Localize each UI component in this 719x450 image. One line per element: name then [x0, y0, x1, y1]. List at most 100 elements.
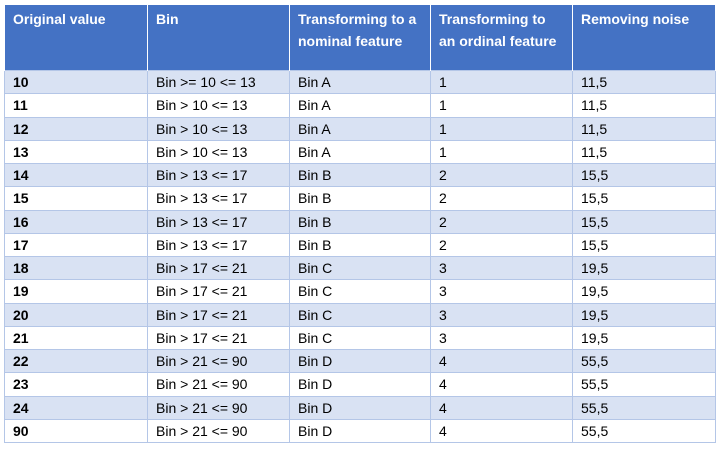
cell-original-value: 14: [4, 162, 148, 188]
binning-table: Original value Bin Transforming to a nom…: [4, 4, 716, 444]
cell-bin: Bin > 17 <= 21: [147, 255, 290, 281]
table-row: 10 Bin >= 10 <= 13 Bin A 1 11,5: [4, 69, 716, 95]
cell-noise: 11,5: [572, 69, 716, 95]
cell-nominal: Bin C: [289, 325, 431, 351]
cell-original-value: 20: [4, 302, 148, 327]
cell-original-value: 19: [4, 279, 148, 304]
table-row: 16 Bin > 13 <= 17 Bin B 2 15,5: [4, 209, 716, 234]
cell-noise: 55,5: [572, 395, 716, 420]
cell-ordinal: 3: [430, 279, 573, 304]
cell-noise: 55,5: [572, 372, 716, 397]
cell-bin: Bin > 21 <= 90: [147, 372, 290, 397]
cell-bin: Bin > 10 <= 13: [147, 93, 290, 118]
cell-noise: 11,5: [572, 116, 716, 141]
cell-bin: Bin > 17 <= 21: [147, 325, 290, 351]
cell-nominal: Bin B: [289, 186, 431, 211]
cell-nominal: Bin B: [289, 232, 431, 258]
cell-nominal: Bin D: [289, 348, 431, 374]
cell-original-value: 11: [4, 93, 148, 118]
cell-ordinal: 4: [430, 372, 573, 397]
cell-noise: 19,5: [572, 255, 716, 281]
cell-nominal: Bin C: [289, 302, 431, 327]
table-row: 18 Bin > 17 <= 21 Bin C 3 19,5: [4, 255, 716, 281]
cell-ordinal: 1: [430, 116, 573, 141]
cell-original-value: 16: [4, 209, 148, 234]
cell-bin: Bin > 21 <= 90: [147, 418, 290, 444]
cell-noise: 15,5: [572, 186, 716, 211]
cell-bin: Bin > 13 <= 17: [147, 162, 290, 188]
cell-nominal: Bin D: [289, 372, 431, 397]
cell-ordinal: 2: [430, 209, 573, 234]
cell-nominal: Bin A: [289, 139, 431, 165]
cell-ordinal: 3: [430, 302, 573, 327]
cell-nominal: Bin D: [289, 418, 431, 444]
cell-ordinal: 1: [430, 139, 573, 165]
table-row: 19 Bin > 17 <= 21 Bin C 3 19,5: [4, 279, 716, 304]
table-body: 10 Bin >= 10 <= 13 Bin A 1 11,5 11 Bin > 10 <=…: [4, 69, 716, 444]
cell-noise: 19,5: [572, 302, 716, 327]
table-row: 14 Bin > 13 <= 17 Bin B 2 15,5: [4, 162, 716, 188]
table-row: 11 Bin > 10 <= 13 Bin A 1 11,5: [4, 93, 716, 118]
cell-nominal: Bin A: [289, 69, 431, 95]
cell-noise: 19,5: [572, 279, 716, 304]
cell-ordinal: 1: [430, 93, 573, 118]
table-row: 22 Bin > 21 <= 90 Bin D 4 55,5: [4, 348, 716, 374]
header-original-value: Original value: [4, 4, 148, 71]
cell-nominal: Bin C: [289, 255, 431, 281]
cell-bin: Bin > 10 <= 13: [147, 116, 290, 141]
table-row: 15 Bin > 13 <= 17 Bin B 2 15,5: [4, 186, 716, 211]
header-nominal-feature: Transforming to a nominal feature: [289, 4, 431, 71]
table-row: 13 Bin > 10 <= 13 Bin A 1 11,5: [4, 139, 716, 165]
cell-noise: 55,5: [572, 418, 716, 444]
cell-bin: Bin > 13 <= 17: [147, 209, 290, 234]
cell-original-value: 17: [4, 232, 148, 258]
cell-original-value: 24: [4, 395, 148, 420]
table-row: 12 Bin > 10 <= 13 Bin A 1 11,5: [4, 116, 716, 141]
cell-original-value: 18: [4, 255, 148, 281]
cell-bin: Bin > 21 <= 90: [147, 348, 290, 374]
cell-noise: 55,5: [572, 348, 716, 374]
table-row: 17 Bin > 13 <= 17 Bin B 2 15,5: [4, 232, 716, 258]
cell-ordinal: 3: [430, 325, 573, 351]
cell-noise: 11,5: [572, 93, 716, 118]
cell-original-value: 21: [4, 325, 148, 351]
cell-ordinal: 2: [430, 232, 573, 258]
cell-bin: Bin > 17 <= 21: [147, 279, 290, 304]
cell-noise: 15,5: [572, 232, 716, 258]
cell-bin: Bin > 21 <= 90: [147, 395, 290, 420]
header-ordinal-feature: Transforming to an ordinal feature: [430, 4, 573, 71]
cell-ordinal: 1: [430, 69, 573, 95]
cell-ordinal: 2: [430, 186, 573, 211]
cell-original-value: 10: [4, 69, 148, 95]
cell-ordinal: 4: [430, 395, 573, 420]
cell-original-value: 22: [4, 348, 148, 374]
cell-noise: 15,5: [572, 209, 716, 234]
table-header: Original value Bin Transforming to a nom…: [4, 4, 716, 71]
cell-bin: Bin > 17 <= 21: [147, 302, 290, 327]
cell-bin: Bin > 10 <= 13: [147, 139, 290, 165]
table-row: 24 Bin > 21 <= 90 Bin D 4 55,5: [4, 395, 716, 420]
cell-original-value: 23: [4, 372, 148, 397]
cell-ordinal: 4: [430, 348, 573, 374]
table-row: 23 Bin > 21 <= 90 Bin D 4 55,5: [4, 372, 716, 397]
cell-nominal: Bin A: [289, 93, 431, 118]
cell-ordinal: 4: [430, 418, 573, 444]
cell-nominal: Bin B: [289, 209, 431, 234]
cell-original-value: 15: [4, 186, 148, 211]
cell-nominal: Bin D: [289, 395, 431, 420]
cell-original-value: 90: [4, 418, 148, 444]
cell-nominal: Bin C: [289, 279, 431, 304]
header-bin: Bin: [147, 4, 290, 71]
table-row: 21 Bin > 17 <= 21 Bin C 3 19,5: [4, 325, 716, 351]
header-row: Original value Bin Transforming to a nom…: [4, 4, 716, 71]
table-row: 20 Bin > 17 <= 21 Bin C 3 19,5: [4, 302, 716, 327]
table-row: 90 Bin > 21 <= 90 Bin D 4 55,5: [4, 418, 716, 444]
header-removing-noise: Removing noise: [572, 4, 716, 71]
cell-nominal: Bin A: [289, 116, 431, 141]
cell-noise: 15,5: [572, 162, 716, 188]
cell-bin: Bin > 13 <= 17: [147, 232, 290, 258]
cell-original-value: 12: [4, 116, 148, 141]
cell-noise: 11,5: [572, 139, 716, 165]
cell-noise: 19,5: [572, 325, 716, 351]
cell-ordinal: 2: [430, 162, 573, 188]
